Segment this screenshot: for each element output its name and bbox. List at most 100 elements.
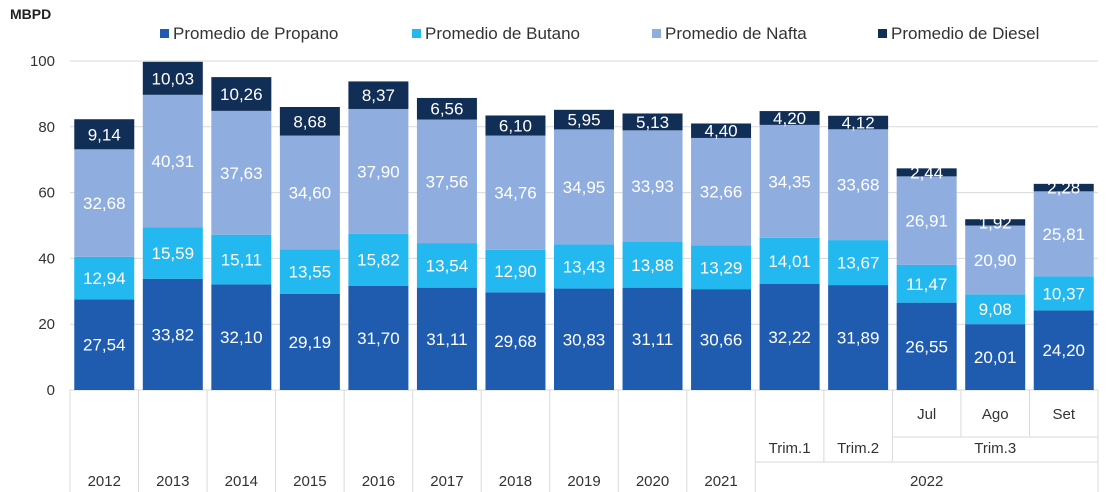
bar-segment — [1033, 183, 1094, 192]
legend: Promedio de Propano Promedio de Butano Pro… — [160, 24, 1039, 43]
x-tick-label: 2018 — [499, 473, 532, 490]
data-label: 26,55 — [905, 337, 948, 356]
bar-segment — [416, 243, 477, 288]
data-label: 4,20 — [773, 109, 806, 128]
bar-segment — [348, 108, 409, 234]
data-label: 12,94 — [83, 269, 126, 288]
data-label: 13,43 — [563, 257, 606, 276]
bar-segment — [691, 245, 752, 290]
bar-segment — [965, 225, 1026, 295]
data-label: 10,03 — [152, 69, 195, 88]
data-label: 13,54 — [426, 256, 469, 275]
y-tick-label: 20 — [38, 316, 55, 333]
bar-segment — [622, 241, 683, 288]
bar-segment — [554, 109, 614, 130]
legend-label: Promedio de Propano — [173, 24, 338, 43]
x-group-label: 2022 — [910, 473, 943, 490]
y-tick-label: 100 — [30, 53, 55, 70]
data-label: 15,11 — [221, 251, 262, 270]
bar-segment — [896, 264, 957, 303]
x-tick-label: 2017 — [430, 473, 463, 490]
data-label: 32,68 — [83, 194, 126, 213]
data-label: 2,28 — [1047, 179, 1080, 198]
data-label: 33,68 — [837, 176, 880, 195]
bar-segment — [211, 284, 272, 390]
bar-segment — [142, 94, 203, 228]
data-label: 2,44 — [910, 163, 943, 182]
data-label: 25,81 — [1042, 225, 1085, 244]
data-label: 30,66 — [700, 331, 743, 350]
x-tick-label: 2016 — [362, 473, 395, 490]
bar-segment — [828, 285, 889, 390]
bar-segment — [211, 110, 272, 235]
data-label: 32,66 — [700, 183, 743, 202]
data-label: 29,68 — [494, 332, 537, 351]
data-label: 10,26 — [220, 85, 263, 104]
data-label: 34,60 — [289, 183, 332, 202]
data-label: 34,76 — [494, 184, 537, 203]
data-label: 5,95 — [567, 111, 600, 130]
bar-segment — [828, 240, 889, 286]
data-label: 20,01 — [974, 348, 1017, 367]
legend-label: Promedio de Nafta — [665, 24, 807, 43]
legend-swatch — [412, 29, 421, 38]
bar-segment — [896, 176, 957, 265]
legend-swatch — [160, 29, 169, 38]
data-label: 11,47 — [906, 275, 947, 294]
data-label: 10,37 — [1042, 284, 1085, 303]
bar-segment — [485, 249, 546, 293]
y-tick-label: 80 — [38, 119, 55, 136]
bar-segment — [622, 287, 683, 390]
bar-segment — [759, 283, 820, 390]
data-label: 8,37 — [362, 86, 395, 105]
bar-segment — [828, 115, 889, 130]
bar-segment — [965, 219, 1026, 226]
data-label: 9,14 — [88, 125, 121, 144]
legend-label: Promedio de Butano — [425, 24, 580, 43]
x-tick-label: 2014 — [225, 473, 258, 490]
data-label: 13,88 — [631, 256, 674, 275]
data-label: 32,10 — [220, 328, 263, 347]
y-tick-label: 40 — [38, 250, 55, 267]
data-label: 31,70 — [357, 329, 400, 348]
data-label: 6,56 — [430, 100, 463, 119]
bar-segment — [416, 97, 477, 120]
data-label: 13,55 — [289, 263, 332, 282]
bar-segment — [279, 135, 340, 250]
bar-segment — [485, 135, 546, 250]
bar-segment — [348, 81, 409, 109]
data-label: 37,90 — [357, 162, 400, 181]
data-label: 34,95 — [563, 178, 606, 197]
data-label: 31,89 — [837, 329, 880, 348]
bar-segment — [622, 130, 683, 242]
data-label: 30,83 — [563, 330, 606, 349]
data-labels: 27,54 12,94 32,68 9,14 33,82 15,59 40,31 10,03 3… — [83, 69, 1085, 367]
data-label: 29,19 — [289, 333, 332, 352]
bar-segment — [142, 61, 203, 95]
data-label: 32,22 — [768, 328, 811, 347]
data-label: 12,90 — [494, 262, 537, 281]
x-tick-label: Ago — [982, 406, 1009, 423]
data-label: 37,63 — [220, 164, 263, 183]
x-tick-label: 2019 — [567, 473, 600, 490]
data-label: 1,92 — [979, 213, 1012, 232]
x-tick-label: Trim.2 — [837, 440, 879, 457]
data-label: 4,12 — [842, 114, 875, 133]
bar-segment — [74, 149, 135, 257]
data-label: 27,54 — [83, 336, 126, 355]
bar-segment — [759, 124, 820, 238]
bar-segment — [759, 111, 820, 125]
legend-swatch — [652, 29, 661, 38]
data-label: 24,20 — [1042, 341, 1085, 360]
data-label: 4,40 — [705, 122, 738, 141]
bar-segment — [896, 302, 957, 390]
bar-segment — [416, 287, 477, 390]
bar-segment — [965, 294, 1026, 325]
data-label: 20,90 — [974, 251, 1017, 270]
data-label: 34,35 — [768, 172, 811, 191]
bar-segment — [554, 288, 614, 390]
bar-segment — [1033, 191, 1094, 277]
category-axis-frame — [69, 390, 1099, 492]
x-tick-label: Set — [1052, 406, 1075, 423]
bar-segment — [348, 233, 409, 286]
